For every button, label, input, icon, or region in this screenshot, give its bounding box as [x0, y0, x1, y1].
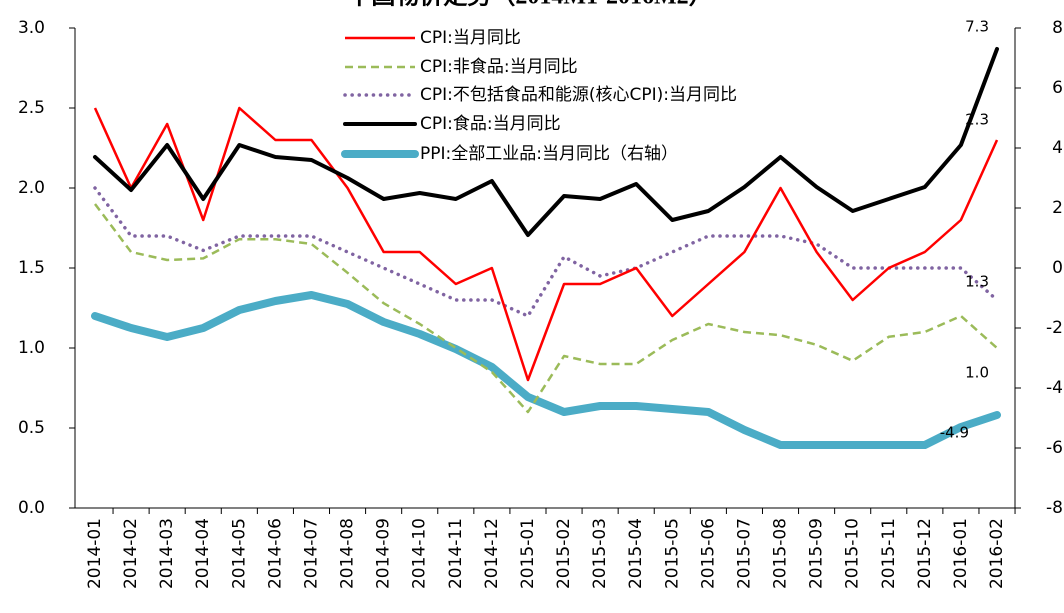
x-tick-label: 2014-04: [193, 518, 213, 589]
legend-label: CPI:当月同比: [420, 28, 521, 48]
series-line: [93, 47, 999, 237]
series-line: [94, 203, 998, 414]
y-tick-label: 0.0: [18, 498, 45, 518]
x-tick-label: 2015-12: [915, 518, 935, 589]
y2-tick-label: -2: [1046, 318, 1063, 338]
x-tick-label: 2015-02: [554, 518, 574, 589]
series-line: [93, 106, 999, 382]
x-tick-label: 2014-01: [85, 518, 105, 589]
x-tick-label: 2015-07: [734, 518, 754, 589]
y-tick-label: 3.0: [18, 18, 45, 38]
x-tick-label: 2015-01: [518, 518, 538, 589]
data-label: 1.0: [965, 364, 989, 382]
y-tick-label: 2.5: [18, 98, 45, 118]
y-tick-label: 1.0: [18, 338, 45, 358]
x-tick-label: 2015-08: [771, 518, 791, 589]
x-tick-label: 2014-06: [265, 518, 285, 589]
y2-tick-label: 2: [1052, 198, 1063, 218]
y-tick-label: 2.0: [18, 178, 45, 198]
x-tick-label: 2015-04: [626, 518, 646, 589]
x-tick-label: 2016-02: [987, 518, 1007, 589]
x-tick-label: 2015-03: [590, 518, 610, 589]
series-line: [91, 291, 1001, 449]
x-tick-label: 2015-06: [698, 518, 718, 589]
series-line: [93, 186, 999, 318]
y2-tick-label: 0: [1052, 258, 1063, 278]
data-label: -4.9: [940, 424, 969, 442]
legend-label: CPI:非食品:当月同比: [420, 57, 578, 77]
y2-tick-label: -8: [1046, 498, 1063, 518]
data-label: 1.3: [965, 273, 989, 291]
x-tick-label: 2015-10: [843, 518, 863, 589]
y2-tick-label: 8: [1052, 18, 1063, 38]
x-tick-label: 2014-10: [410, 518, 430, 589]
y-tick-label: 1.5: [18, 258, 45, 278]
data-label: 2.3: [965, 111, 989, 129]
x-tick-label: 2014-05: [229, 518, 249, 589]
x-tick-label: 2014-03: [157, 518, 177, 589]
y2-tick-label: 4: [1052, 138, 1063, 158]
legend-label: PPI:全部工业品:当月同比（右轴）: [420, 144, 678, 164]
chart-title: 中国物价走势（2014M1-2016M2）: [347, 0, 712, 10]
x-tick-label: 2015-05: [662, 518, 682, 589]
y2-tick-label: -4: [1046, 378, 1063, 398]
x-tick-label: 2014-09: [374, 518, 394, 589]
data-label: 7.3: [965, 18, 989, 36]
legend-label: CPI:食品:当月同比: [420, 114, 561, 134]
y2-tick-label: 6: [1052, 78, 1063, 98]
y-tick-label: 0.5: [18, 418, 45, 438]
x-tick-label: 2014-07: [301, 518, 321, 589]
x-tick-label: 2015-11: [879, 518, 899, 589]
x-tick-label: 2014-08: [338, 518, 358, 589]
x-tick-label: 2014-11: [446, 518, 466, 589]
x-tick-label: 2016-01: [951, 518, 971, 589]
legend-label: CPI:不包括食品和能源(核心CPI):当月同比: [420, 85, 737, 105]
y2-tick-label: -6: [1046, 438, 1063, 458]
x-tick-label: 2015-09: [807, 518, 827, 589]
x-tick-label: 2014-02: [121, 518, 141, 589]
x-tick-label: 2014-12: [482, 518, 502, 589]
